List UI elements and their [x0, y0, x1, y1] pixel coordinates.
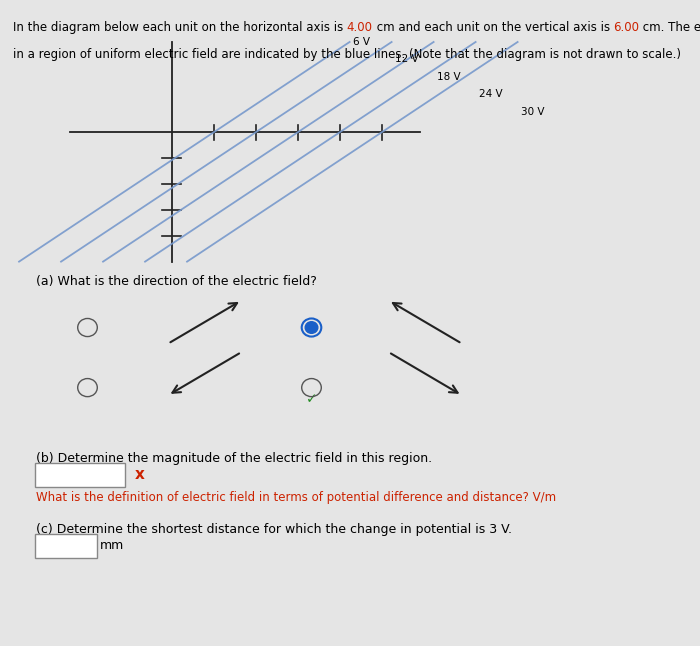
Text: x: x	[135, 467, 145, 483]
Text: (a) What is the direction of the electric field?: (a) What is the direction of the electri…	[36, 275, 317, 287]
Text: 4.00: 4.00	[346, 21, 372, 34]
Circle shape	[305, 382, 318, 393]
Text: mm: mm	[100, 539, 125, 552]
Text: in a region of uniform electric field are indicated by the blue lines. (Note tha: in a region of uniform electric field ar…	[13, 48, 680, 61]
Text: 18 V: 18 V	[437, 72, 461, 82]
Circle shape	[81, 322, 94, 333]
Text: 451.13: 451.13	[42, 468, 85, 482]
Text: 12 V: 12 V	[395, 54, 419, 65]
Text: 6.00: 6.00	[613, 21, 640, 34]
Text: (c) Determine the shortest distance for which the change in potential is 3 V.: (c) Determine the shortest distance for …	[36, 523, 512, 536]
Text: 24 V: 24 V	[479, 89, 503, 99]
Text: cm and each unit on the vertical axis is: cm and each unit on the vertical axis is	[372, 21, 613, 34]
Text: (b) Determine the magnitude of the electric field in this region.: (b) Determine the magnitude of the elect…	[36, 452, 433, 465]
Text: In the diagram below each unit on the horizontal axis is: In the diagram below each unit on the ho…	[13, 21, 346, 34]
Circle shape	[305, 322, 318, 333]
Text: 30 V: 30 V	[521, 107, 545, 117]
Text: cm. The equipotential lines: cm. The equipotential lines	[640, 21, 700, 34]
Text: ✓: ✓	[306, 392, 317, 406]
Text: 6 V: 6 V	[353, 37, 370, 47]
Text: What is the definition of electric field in terms of potential difference and di: What is the definition of electric field…	[36, 491, 556, 504]
Circle shape	[81, 382, 94, 393]
FancyBboxPatch shape	[35, 463, 125, 487]
FancyBboxPatch shape	[35, 534, 97, 558]
